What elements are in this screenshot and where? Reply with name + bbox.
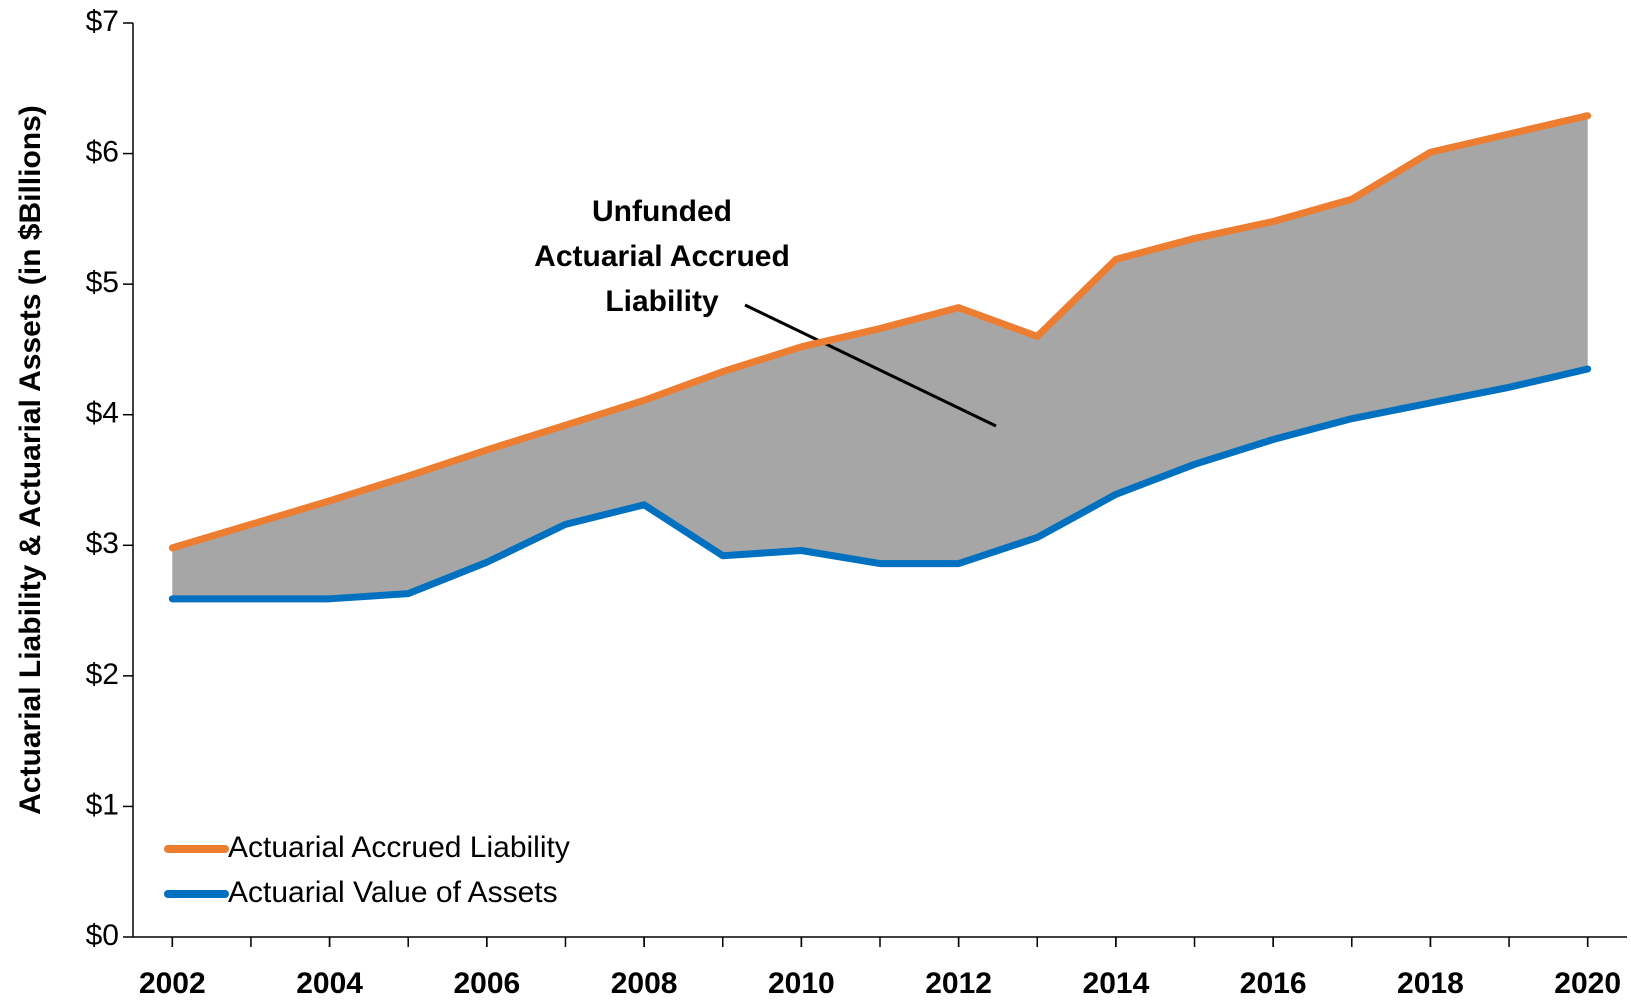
y-tick-label: $7 bbox=[86, 5, 119, 38]
series-line bbox=[168, 365, 1592, 603]
x-tick-label: 2014 bbox=[1083, 967, 1150, 1000]
y-tick-label: $0 bbox=[86, 919, 119, 952]
legend-label: Actuarial Accrued Liability bbox=[228, 831, 570, 864]
unfunded-area bbox=[172, 115, 1588, 599]
x-tick-label: 2010 bbox=[768, 967, 835, 1000]
x-tick-label: 2012 bbox=[925, 967, 992, 1000]
legend-label: Actuarial Value of Assets bbox=[228, 876, 558, 909]
y-axis-label: Actuarial Liability & Actuarial Assets (… bbox=[14, 105, 47, 815]
annotation: Actuarial Accrued bbox=[534, 240, 790, 273]
y-tick-label: $3 bbox=[86, 527, 119, 560]
y-tick-label: $6 bbox=[86, 135, 119, 168]
x-tick-label: 2018 bbox=[1397, 967, 1464, 1000]
x-tick-label: 2020 bbox=[1554, 967, 1621, 1000]
series-line bbox=[168, 112, 1592, 552]
annotation-leader bbox=[744, 303, 997, 428]
x-tick-label: 2008 bbox=[611, 967, 678, 1000]
x-tick-label: 2004 bbox=[296, 967, 363, 1000]
annotation: Liability bbox=[605, 285, 719, 318]
y-tick-label: $2 bbox=[86, 658, 119, 691]
y-tick-label: $5 bbox=[86, 266, 119, 299]
x-tick-label: 2016 bbox=[1240, 967, 1307, 1000]
y-tick-label: $1 bbox=[86, 788, 119, 821]
x-tick-label: 2002 bbox=[139, 967, 206, 1000]
y-tick-label: $4 bbox=[86, 397, 119, 430]
x-tick-label: 2006 bbox=[453, 967, 520, 1000]
annotation: Unfunded bbox=[592, 195, 732, 228]
